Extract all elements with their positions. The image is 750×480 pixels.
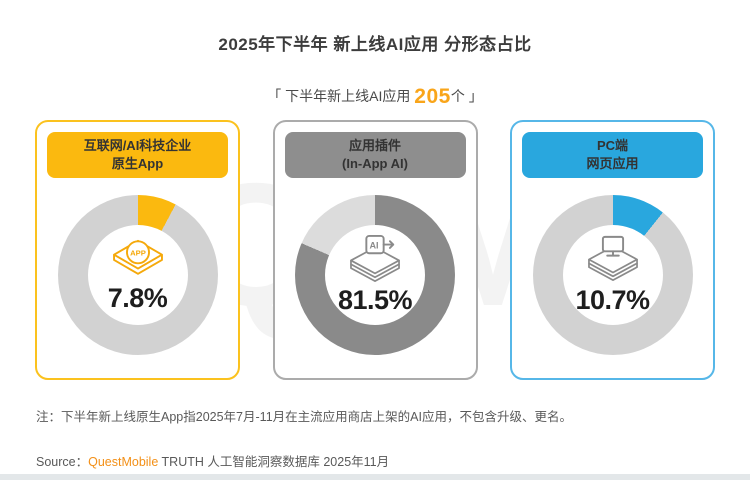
subtitle-prefix: 「 下半年新上线AI应用 (267, 88, 415, 104)
svg-text:AI: AI (369, 240, 378, 250)
card-title-line2: 原生App (111, 156, 164, 171)
donut-center: APP 7.8% (87, 225, 188, 325)
source-label: Source： (36, 455, 89, 469)
percent-value: 10.7% (575, 285, 650, 315)
source-line: Source：QuestMobile TRUTH 人工智能洞察数据库 2025年… (36, 451, 726, 470)
card-pc-web-header: PC端 网页应用 (522, 132, 703, 178)
card-pc-web: PC端 网页应用 10.7% (510, 120, 715, 380)
subtitle-suffix: 个 」 (450, 88, 483, 104)
card-in-app-ai: 应用插件 (In-App AI) AI 81.5% (272, 120, 478, 380)
donut-chart-pc-web: 10.7% (532, 195, 693, 355)
card-title-line1: PC端 (596, 137, 629, 153)
donut-chart-native-app: APP 7.8% (57, 195, 218, 355)
bottom-strip (0, 474, 750, 480)
card-title-line1: 应用插件 (348, 137, 401, 153)
donut-center: 10.7% (562, 225, 663, 325)
percent-value: 7.8% (107, 283, 168, 313)
pc-web-monitor-icon (587, 235, 638, 282)
donut-chart-in-app-ai: AI 81.5% (295, 195, 455, 355)
footnote: 注：下半年新上线原生App指2025年7月-11月在主流应用商店上架的AI应用，… (36, 410, 572, 424)
in-app-ai-icon: AI (350, 234, 400, 282)
card-native-app: 互联网/AI科技企业 原生App APP 7.8% (35, 120, 240, 380)
svg-text:APP: APP (130, 249, 146, 258)
card-title-line1: 互联网/AI科技企业 (83, 137, 192, 153)
cards-row: 互联网/AI科技企业 原生App APP 7.8% 应用插件 (35, 120, 715, 380)
card-in-app-ai-header: 应用插件 (In-App AI) (284, 132, 466, 178)
donut-center: AI 81.5% (325, 225, 425, 325)
app-layer-icon: APP (112, 239, 163, 275)
card-native-app-header: 互联网/AI科技企业 原生App (47, 132, 228, 178)
card-title-line2: (In-App AI) (342, 156, 408, 171)
subtitle: 「 下半年新上线AI应用 205个 」 (0, 85, 750, 109)
questmobile-brand: QuestMobile (88, 455, 159, 469)
source-rest: TRUTH 人工智能洞察数据库 2025年11月 (158, 455, 390, 469)
subtitle-count: 205 (414, 85, 451, 108)
percent-value: 81.5% (337, 285, 413, 315)
card-title-line2: 网页应用 (586, 156, 639, 171)
page-title: 2025年下半年 新上线AI应用 分形态占比 (218, 35, 532, 54)
